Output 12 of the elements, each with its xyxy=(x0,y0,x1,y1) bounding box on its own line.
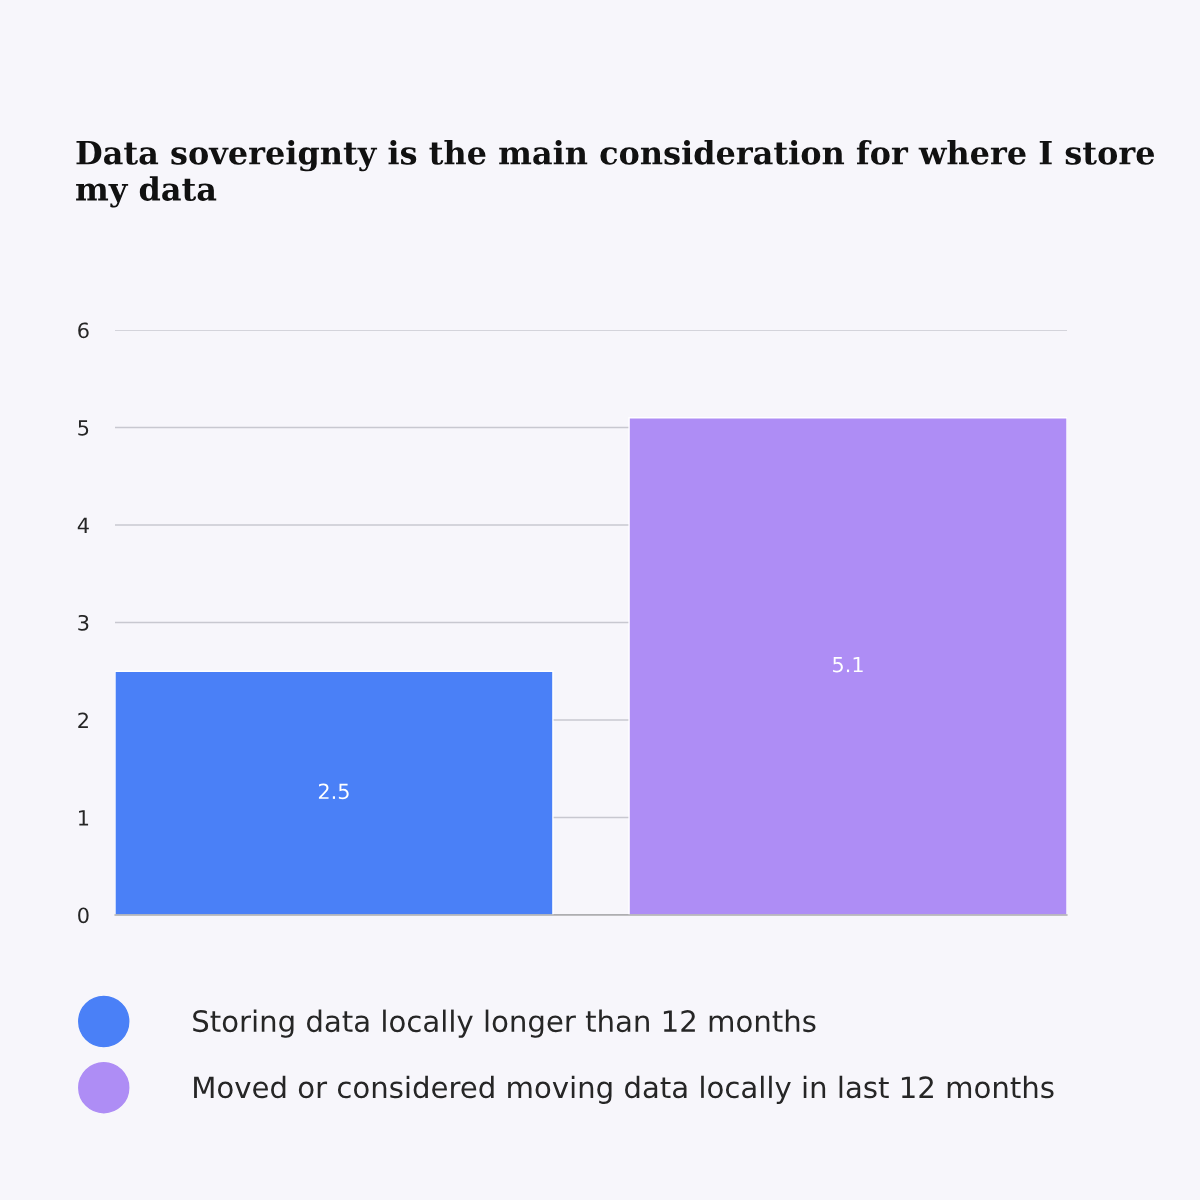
y-tick-label: 1 xyxy=(79,810,89,826)
data-label: 2.5 xyxy=(318,783,349,800)
y-tick-label: 4 xyxy=(77,517,89,533)
chart-title: Data sovereignty is the main consideration for where I store my data xyxy=(76,140,1155,208)
y-tick-label: 5 xyxy=(78,420,89,436)
data-label: 5.1 xyxy=(833,656,863,673)
y-tick-label: 3 xyxy=(78,614,89,631)
legend-label: Moved or considered moving data locally in last 12 months xyxy=(194,1075,1054,1104)
y-tick-label: 6 xyxy=(78,322,89,339)
y-tick-label: 2 xyxy=(78,712,88,728)
legend-label: Storing data locally longer than 12 months xyxy=(193,1009,816,1038)
y-tick-label: 0 xyxy=(78,907,89,924)
